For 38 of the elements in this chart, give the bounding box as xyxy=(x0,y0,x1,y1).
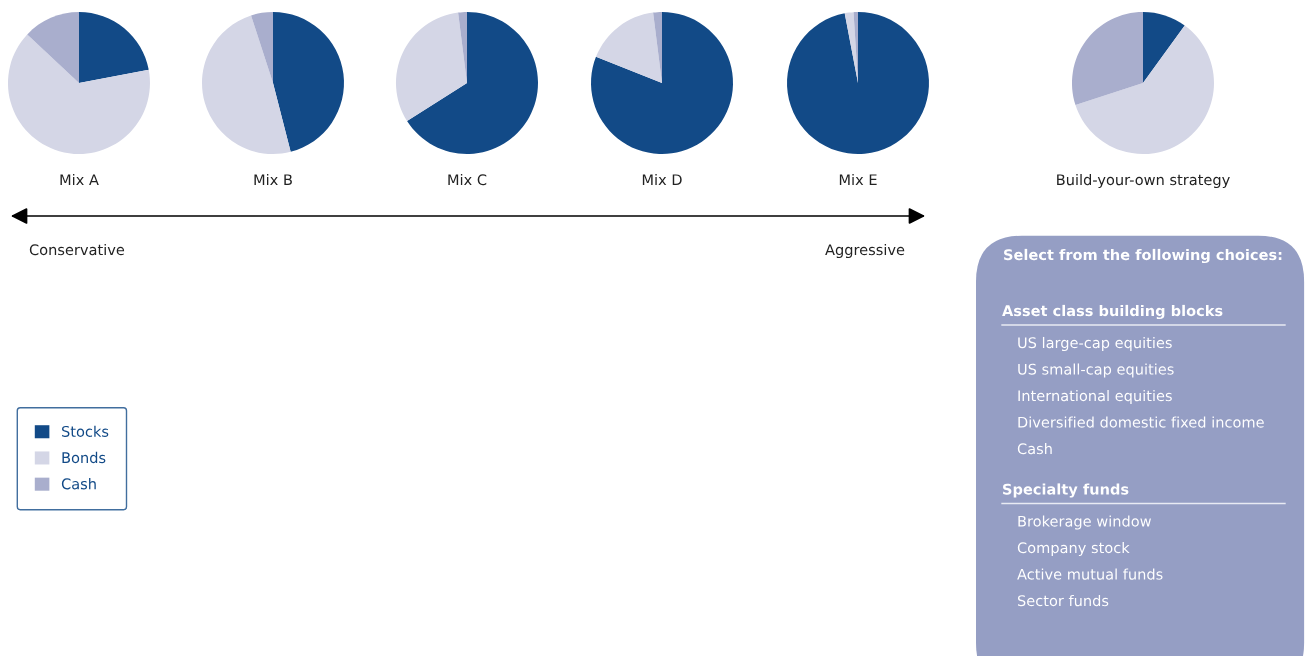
pie-slice xyxy=(844,12,858,83)
pie-slice xyxy=(251,12,273,83)
pie-slice xyxy=(787,12,929,154)
text: Cash xyxy=(1017,442,1052,455)
text: Conservative xyxy=(29,243,125,256)
text: US small-cap equities xyxy=(1018,363,1174,378)
pie-slice xyxy=(273,12,344,152)
pie-slice xyxy=(202,15,291,154)
pie-slice xyxy=(591,12,733,154)
pie-slice xyxy=(407,12,538,154)
pie-slice xyxy=(1072,12,1143,105)
pie-slice xyxy=(595,12,662,83)
pie-slice xyxy=(396,12,467,122)
legend-label: Cash xyxy=(61,478,96,490)
pie-slice xyxy=(1143,12,1185,83)
text: Specialty funds xyxy=(1003,483,1129,498)
text: US large-cap equities xyxy=(1018,336,1172,352)
pie-slice xyxy=(27,12,79,83)
text: Company stock xyxy=(1017,541,1130,557)
pie-slice xyxy=(79,12,149,83)
text: Select from the following choices: xyxy=(1004,248,1282,264)
text: Asset class building blocks xyxy=(1002,304,1223,320)
text: Aggressive xyxy=(825,243,905,259)
text: Mix D xyxy=(642,173,682,186)
pie-slice xyxy=(8,34,150,154)
text: International equities xyxy=(1018,389,1172,405)
text: Mix C xyxy=(448,173,487,186)
text: Mix A xyxy=(60,173,99,186)
pie-slice xyxy=(1075,25,1214,154)
text: Diversified domestic fixed income xyxy=(1018,416,1264,428)
text: Mix E xyxy=(839,173,877,186)
legend-label: Stocks xyxy=(62,425,109,437)
text: Active mutual funds xyxy=(1017,568,1163,580)
text: Build-your-own strategy xyxy=(1057,173,1230,189)
text: Mix B xyxy=(254,173,292,186)
legend-label: Bonds xyxy=(62,451,106,464)
text: Sector funds xyxy=(1017,594,1109,607)
text: Brokerage window xyxy=(1018,515,1151,530)
